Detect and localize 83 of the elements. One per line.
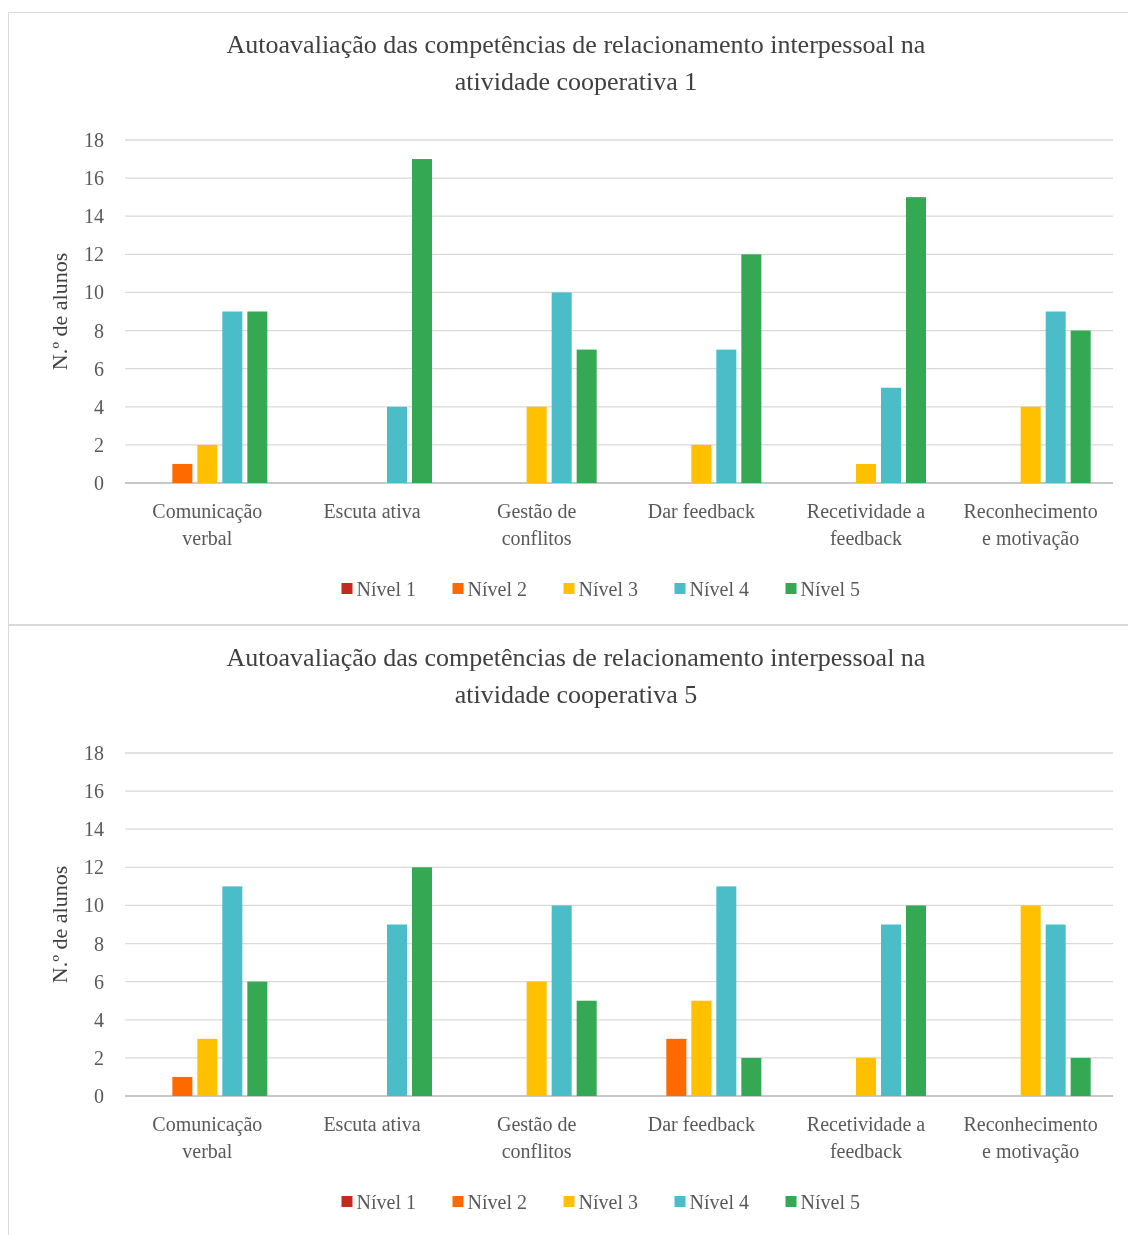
bar [1070,330,1091,483]
y-tick-label: 0 [94,1085,104,1107]
bar [197,444,218,483]
chart-title: Autoavaliação das competências de relacionamento interpessoal na atividade cooperativa 1 [226,30,926,96]
bar [387,406,407,483]
bar [1070,1057,1091,1096]
bar [881,387,901,483]
bar [881,924,901,1096]
bar [856,463,876,483]
y-tick-label: 10 [84,281,104,304]
y-tick-label: 6 [94,357,104,380]
bar [1045,924,1066,1096]
legend-label: Nível 1 [356,578,416,600]
bar [222,311,243,483]
bar [666,1038,687,1096]
x-tick-label: Gestão de conflitos [496,500,577,549]
y-tick-label: 18 [84,742,104,764]
x-tick-label: Recetividade a feedback [806,500,926,549]
y-tick-label: 10 [84,894,104,917]
y-tick-label: 2 [94,433,104,456]
bar [526,981,547,1096]
y-tick-label: 2 [94,1046,104,1069]
x-tick-label: Escuta ativa [323,1113,421,1135]
x-tick-label: Reconhecimento e motivação [963,500,1098,550]
bar [691,444,712,483]
bar [172,1076,193,1096]
y-axis-title: N.º de alunos [47,865,72,984]
bar [412,159,432,483]
y-tick-label: 14 [84,205,104,228]
bar [247,311,268,483]
legend-label: Nível 3 [578,1191,638,1213]
legend-label: Nível 2 [467,1191,527,1213]
y-tick-label: 4 [94,1008,104,1031]
y-axis-title: N.º de alunos [47,252,72,371]
x-tick-label: Recetividade a feedback [806,1113,926,1162]
legend-label: Nível 4 [689,578,749,600]
y-tick-label: 6 [94,970,104,993]
y-tick-label: 12 [84,856,104,879]
bar [906,905,926,1096]
legend-label: Nível 4 [689,1191,749,1213]
bar [576,349,597,483]
bar [247,981,268,1096]
legend-label: Nível 2 [467,578,527,600]
y-tick-label: 4 [94,395,104,418]
bar [412,867,432,1096]
bar [716,349,737,483]
y-tick-label: 14 [84,818,104,841]
bar [172,463,193,483]
bar [741,1057,762,1096]
bar [691,1000,712,1096]
bar [551,905,572,1096]
y-tick-label: 18 [84,129,104,151]
chart-title: Autoavaliação das competências de relacionamento interpessoal na atividade cooperativa 5 [226,643,926,709]
bar [576,1000,597,1096]
legend-label: Nível 1 [356,1191,416,1213]
x-tick-label: Comunicação verbal [152,1113,263,1162]
bar [741,254,762,483]
x-tick-label: Dar feedback [647,500,755,522]
x-tick-label: Dar feedback [647,1113,755,1135]
bar [526,406,547,483]
bar [387,924,407,1096]
legend-label: Nível 3 [578,578,638,600]
y-tick-label: 8 [94,932,104,955]
y-tick-label: 12 [84,243,104,266]
legend-label: Nível 5 [800,1191,860,1213]
bar [551,292,572,483]
y-tick-label: 0 [94,472,104,494]
bar [1045,311,1066,483]
legend-label: Nível 5 [800,578,860,600]
bar [856,1057,876,1096]
bar [1020,905,1041,1096]
x-tick-label: Escuta ativa [323,500,421,522]
x-tick-label: Comunicação verbal [152,500,263,549]
bar [906,197,926,483]
x-tick-label: Gestão de conflitos [496,1113,577,1162]
bar [222,886,243,1096]
y-tick-label: 8 [94,319,104,342]
bar [197,1038,218,1096]
y-tick-label: 16 [84,780,104,803]
x-tick-label: Reconhecimento e motivação [963,1113,1098,1163]
bar [716,886,737,1096]
y-tick-label: 16 [84,167,104,190]
bar [1020,406,1041,483]
